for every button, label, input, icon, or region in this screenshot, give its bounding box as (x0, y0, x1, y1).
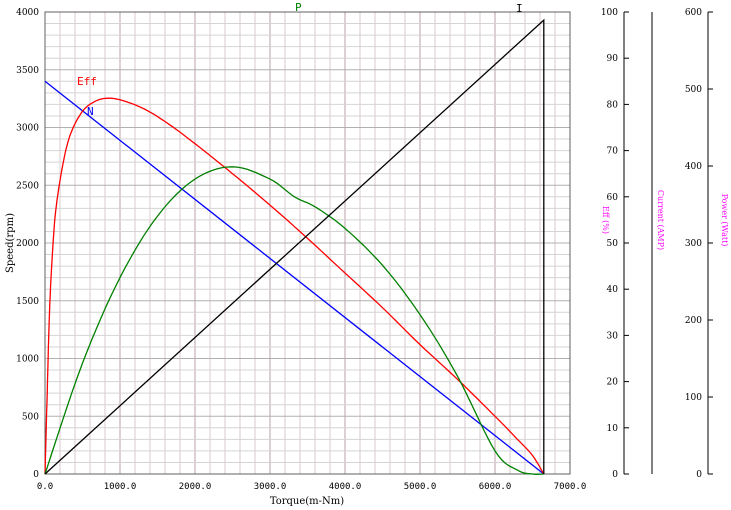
right-axis-title: Power (Watt) (720, 194, 729, 247)
right-axis-tick-label: 0 (696, 470, 702, 480)
right-axis-tick-label: 30 (607, 331, 619, 341)
right-axis-tick-label: 600 (685, 8, 702, 18)
x-tick-label: 4000.0 (329, 482, 362, 492)
right-axis-title: Current (AMP) (656, 190, 665, 250)
y-axis-ticks: 0 500 1000 1500 2000 2500 3000 3500 4000 (16, 8, 39, 480)
x-tick-label: 3000.0 (254, 482, 287, 492)
right-axis-tick-label: 200 (685, 316, 702, 326)
right-axis-tick-label: 70 (607, 147, 619, 157)
y-tick-label: 1000 (16, 355, 39, 365)
right-axis-tick-label: 60 (607, 193, 619, 203)
x-axis-title: Torque(m-Nm) (270, 496, 344, 507)
right-axis-tick-label: 100 (685, 393, 702, 403)
right-axis-tick-label: 500 (685, 85, 702, 95)
x-tick-label: 0.0 (37, 482, 53, 492)
y-axis-title: Speed(rpm) (5, 213, 16, 273)
right-axis-tick-label: 50 (607, 239, 619, 249)
y-tick-label: 3000 (16, 124, 39, 134)
right-axis-tick-label: 100 (601, 8, 618, 18)
series-line-eff (44, 97, 545, 475)
y-tick-label: 1500 (16, 297, 39, 307)
x-tick-label: 1000.0 (104, 482, 137, 492)
series-label-p: P (295, 1, 302, 14)
series-label-n: N (87, 105, 94, 118)
right-axis-tick-label: 90 (607, 54, 619, 64)
y-tick-label: 0 (33, 470, 39, 480)
plot-frame (44, 11, 571, 475)
series-label-i: I (516, 2, 523, 15)
y-tick-label: 3500 (16, 66, 39, 76)
right-axis-tick-label: 0 (612, 470, 618, 480)
right-axis-title: Eff (%) (601, 206, 610, 234)
y-tick-label: 2500 (16, 181, 39, 191)
right-axis-tick-label: 80 (607, 100, 619, 110)
x-tick-label: 6000.0 (479, 482, 512, 492)
series-line-n (44, 80, 545, 475)
series-label-eff: Eff (77, 75, 97, 88)
y-tick-label: 500 (22, 412, 39, 422)
y-tick-label: 2000 (16, 239, 39, 249)
right-axes: 0 10 20 30 40 50 60 70 80 90 100 Eff (%) Current (AM… (601, 8, 729, 480)
x-tick-label: 7000.0 (554, 482, 587, 492)
series-line-i (44, 18, 545, 475)
x-axis-ticks: 0.0 1000.0 2000.0 3000.0 4000.0 5000.0 6000.0 7… (37, 482, 586, 492)
right-axis-tick-label: 10 (607, 424, 619, 434)
right-axis-tick-label: 300 (685, 239, 702, 249)
x-tick-label: 2000.0 (179, 482, 212, 492)
y-tick-label: 4000 (16, 8, 39, 18)
right-axis-tick-label: 20 (607, 378, 619, 388)
x-tick-label: 5000.0 (404, 482, 437, 492)
grid (45, 12, 570, 474)
series-line-p (44, 166, 544, 475)
curves (44, 18, 545, 475)
right-axis-tick-label: 40 (607, 285, 619, 295)
right-axis-tick-label: 400 (685, 162, 702, 172)
